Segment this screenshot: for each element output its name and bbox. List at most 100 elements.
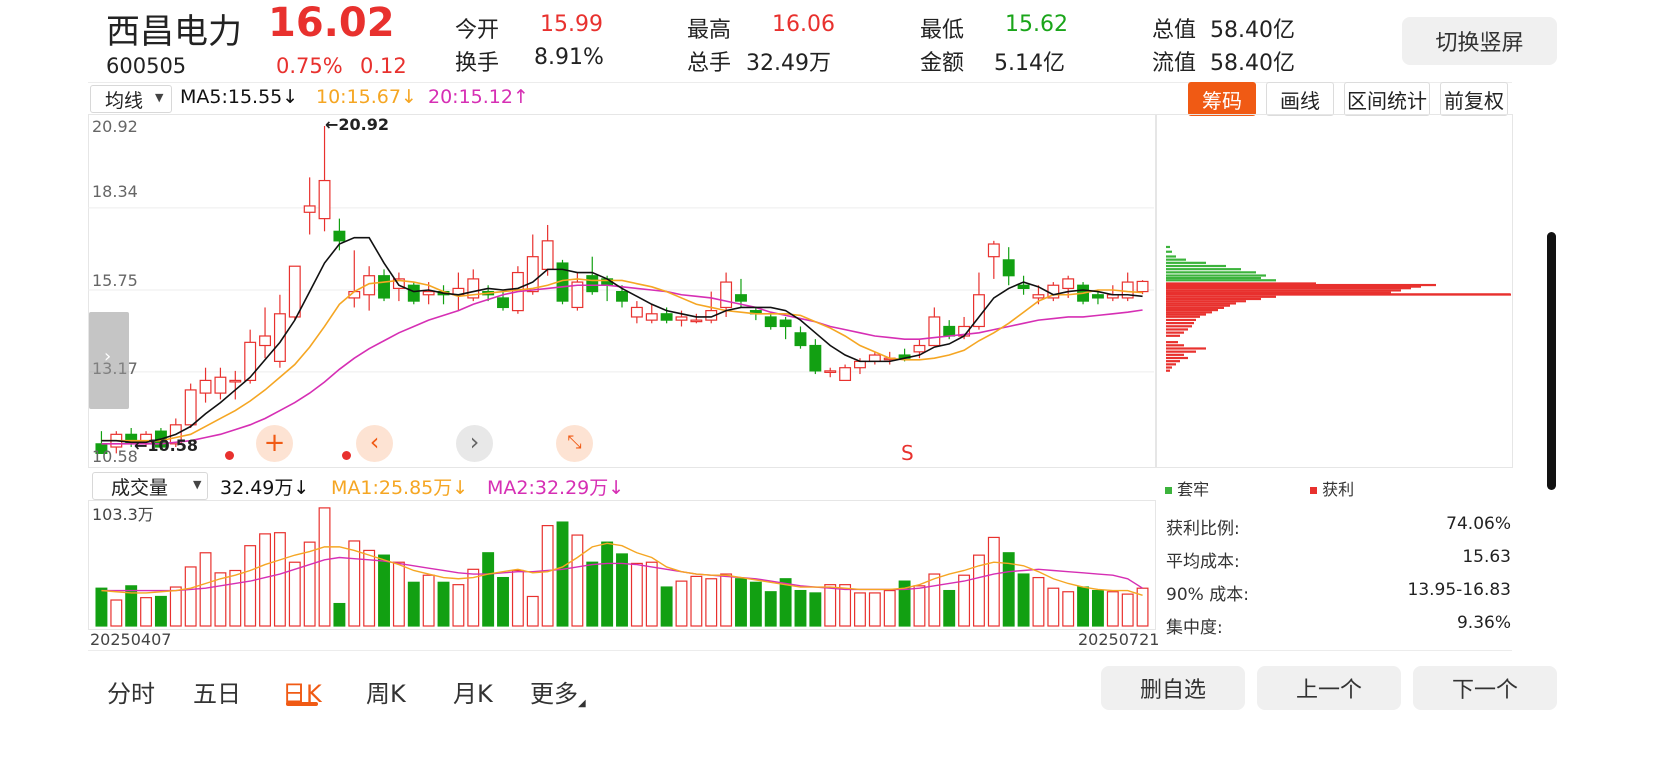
ma20-label: 20:15.12 (428, 86, 513, 108)
volume-readout: 32.49万↓ (220, 473, 309, 500)
candle (348, 250, 361, 308)
candle-body (1032, 294, 1045, 299)
kline-chart[interactable] (88, 114, 1156, 468)
candle-body (184, 389, 197, 426)
tab-monthly-k[interactable]: 月K (453, 680, 493, 708)
candle (987, 240, 1000, 279)
candle (809, 339, 822, 375)
volume-bar (1077, 586, 1090, 627)
previous-button[interactable]: 上一个 (1257, 666, 1401, 710)
tab-more[interactable]: 更多◢ (530, 674, 586, 709)
volume-bar (511, 569, 524, 627)
dropdown-caret-icon: ▼ (155, 91, 164, 104)
range-stats-button[interactable]: 区间统计 (1344, 82, 1430, 116)
scroll-left-button[interactable]: ‹ (356, 425, 393, 462)
chip-bar (1166, 347, 1206, 350)
volume-bar (541, 525, 554, 627)
chips-button[interactable]: 筹码 (1188, 82, 1256, 116)
volume-bar (110, 599, 123, 627)
chip-bar (1166, 250, 1172, 253)
low-label: 最低 (920, 18, 965, 43)
footer-divider (88, 650, 1512, 651)
forward-adjust-button[interactable]: 前复权 (1440, 82, 1508, 116)
ma-type-select[interactable]: 均线 ▼ (90, 85, 172, 113)
volume-bar (1047, 587, 1060, 627)
candle (586, 256, 599, 295)
y-tick-3: 15.75 (92, 271, 138, 290)
candle-body (913, 344, 926, 353)
chip-bar (1166, 311, 1212, 314)
open-value: 15.99 (540, 12, 603, 37)
volume-bar (214, 572, 227, 627)
chip-bar (1166, 271, 1256, 274)
switch-portrait-button[interactable]: 切换竖屏 (1402, 17, 1557, 65)
volume-bar (943, 589, 956, 627)
volume-bar (794, 589, 807, 627)
ma5-line (101, 236, 1143, 444)
candle (244, 329, 257, 384)
scroll-right-button[interactable]: › (456, 425, 493, 462)
zoom-in-button[interactable]: + (256, 425, 293, 462)
candle-body (586, 275, 599, 293)
candle-body (928, 316, 941, 347)
ma-type-select-label: 均线 (105, 90, 144, 112)
tab-weekly-k[interactable]: 周K (366, 680, 406, 708)
low-price-annotation: ←10.58 (134, 436, 199, 455)
tab-five-day[interactable]: 五日 (193, 680, 241, 708)
remove-watchlist-button[interactable]: 删自选 (1101, 666, 1245, 710)
volume-bar (987, 536, 1000, 627)
candle-body (244, 341, 257, 382)
volume-bar (883, 589, 896, 627)
candle (318, 126, 331, 232)
chip-bar (1166, 313, 1206, 316)
volume-bar (199, 552, 212, 627)
volume-bar (407, 581, 420, 627)
side-drawer-handle[interactable]: › (89, 312, 129, 409)
chip-bar (1166, 297, 1261, 301)
volume-chart[interactable] (88, 500, 1156, 630)
candle-body (1136, 280, 1149, 293)
chevron-left-icon: ‹ (369, 428, 380, 456)
chevron-right-icon: › (104, 346, 112, 367)
volume-bar (229, 569, 242, 627)
volume-current: 32.49万 (220, 477, 294, 499)
volume-bar (437, 581, 450, 627)
volume-bar (898, 580, 911, 627)
candle (764, 313, 777, 330)
marker-dot (342, 451, 351, 460)
collapse-button[interactable]: ⤡ (556, 425, 593, 462)
dropdown-caret-icon: ▼ (193, 478, 202, 491)
candle (407, 282, 420, 305)
draw-line-button[interactable]: 画线 (1266, 82, 1334, 116)
volume-bar (586, 561, 599, 627)
legend-loss-swatch (1165, 487, 1172, 494)
chip-bar (1166, 328, 1188, 331)
arrow-down-icon: ↓ (452, 477, 469, 499)
candle (690, 313, 703, 324)
arrow-down-icon: ↓ (293, 477, 310, 499)
tab-intraday[interactable]: 分时 (107, 680, 155, 708)
stock-code: 600505 (106, 54, 187, 78)
chip-bar (1166, 293, 1511, 296)
volume-bar (169, 586, 182, 627)
candle (303, 177, 316, 235)
chip-bar (1166, 315, 1200, 318)
volume-bar (675, 580, 688, 627)
volume-bar (526, 595, 539, 627)
indicator-select[interactable]: 成交量 ▼ (92, 472, 208, 500)
candle-body (794, 332, 807, 347)
volume-bar (303, 541, 316, 627)
tab-more-label: 更多 (530, 680, 578, 708)
volume-bar (616, 553, 628, 627)
chip-bar (1166, 366, 1172, 369)
candle (526, 234, 539, 295)
vol-ma2-line (101, 556, 1143, 592)
candle-body (318, 179, 331, 220)
next-button[interactable]: 下一个 (1413, 666, 1557, 710)
scrollbar[interactable] (1547, 232, 1556, 490)
chip-distribution-chart (1166, 245, 1511, 372)
cost-90-label: 90% 成本: (1166, 585, 1249, 605)
volume-bar (378, 554, 390, 627)
candle-body (675, 316, 688, 321)
volume-bar (645, 561, 658, 627)
